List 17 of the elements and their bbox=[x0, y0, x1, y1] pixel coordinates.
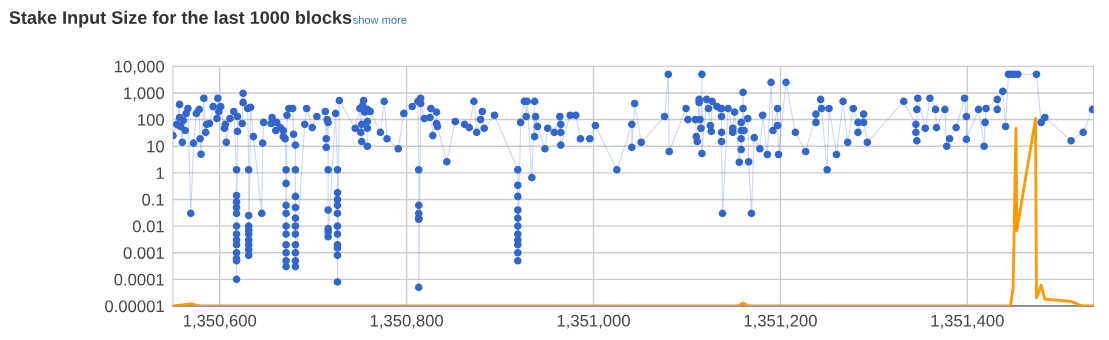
y-tick-label: 1 bbox=[156, 167, 164, 179]
text: show more bbox=[352, 15, 407, 24]
x-tick-label: 1,350,600 bbox=[183, 314, 257, 329]
x-tick-label: 1,351,200 bbox=[744, 314, 817, 329]
chart-title: Stake Input Size for the last 1000 blocks bbox=[9, 10, 352, 28]
y-tick-label: 10,000 bbox=[114, 60, 165, 75]
y-tick-label: 0.1 bbox=[142, 193, 164, 206]
y-tick-label: 1,000 bbox=[124, 87, 165, 102]
x-tick-label: 1,350,800 bbox=[370, 314, 444, 329]
y-tick-label: 0.00001 bbox=[105, 300, 164, 313]
y-tick-label: 0.01 bbox=[132, 220, 164, 233]
x-tick-label: 1,351,400 bbox=[931, 314, 1004, 329]
x-tick-label: 1,351,000 bbox=[557, 314, 630, 329]
y-tick-label: 0.001 bbox=[123, 247, 164, 259]
y-tick-label: 10 bbox=[147, 140, 165, 153]
y-tick-label: 100 bbox=[138, 113, 165, 126]
y-tick-label: 0.0001 bbox=[114, 273, 164, 286]
